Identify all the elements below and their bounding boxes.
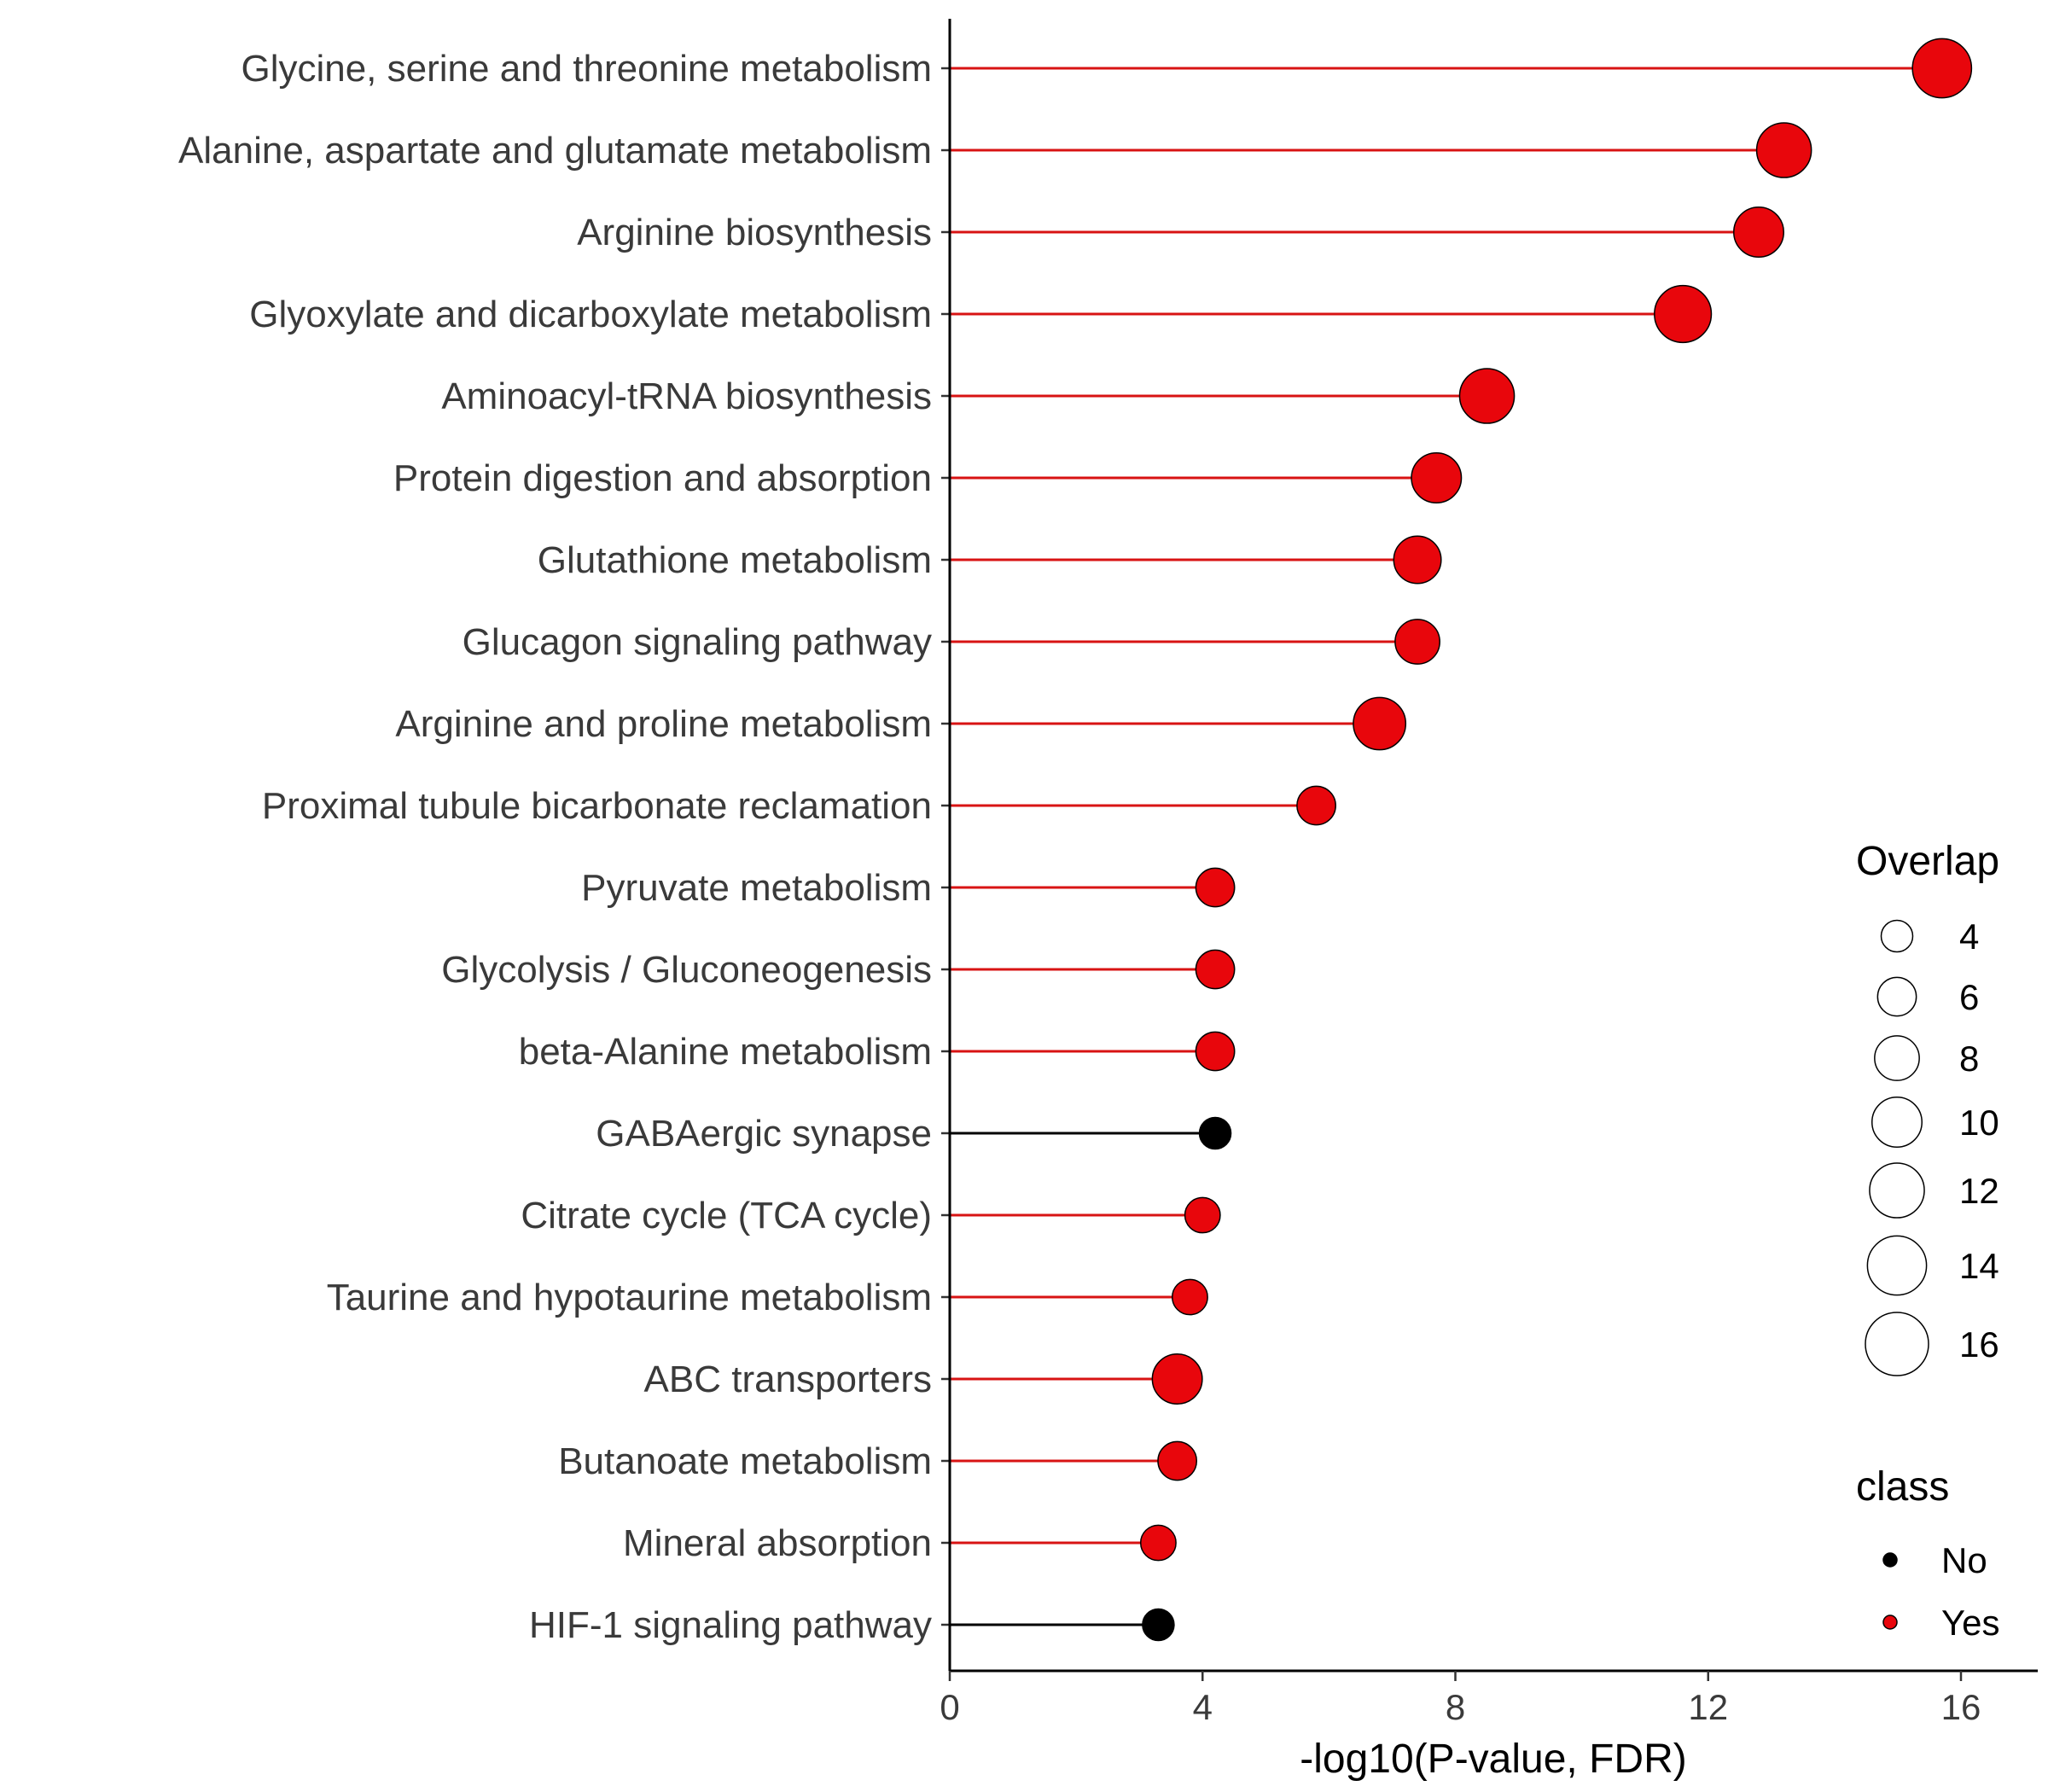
size-legend-label: 8 [1959, 1039, 1979, 1079]
category-label: Butanoate metabolism [558, 1440, 932, 1482]
data-point [1654, 284, 1713, 344]
category-labels: Glycine, serine and threonine metabolism… [178, 48, 950, 1646]
category-label: Pyruvate metabolism [581, 867, 932, 909]
x-axis-title: -log10(P-value, FDR) [1300, 1737, 1686, 1782]
segments-layer [950, 67, 1942, 1626]
data-point [1195, 1031, 1236, 1072]
data-point [1142, 1608, 1175, 1642]
data-point [1732, 206, 1785, 259]
x-tick-label: 12 [1688, 1687, 1728, 1727]
data-point [1172, 1278, 1208, 1316]
category-label: Arginine biosynthesis [577, 212, 932, 253]
category-label: Glutathione metabolism [538, 539, 932, 581]
category-label: Glyoxylate and dicarboxylate metabolism [249, 294, 932, 335]
class-legend-label: No [1941, 1540, 1987, 1580]
category-label: Citrate cycle (TCA cycle) [521, 1195, 932, 1236]
data-point [1157, 1440, 1198, 1481]
size-legend-key [1865, 1312, 1929, 1376]
class-legend-key [1882, 1552, 1898, 1568]
category-label: GABAergic synapse [596, 1113, 932, 1155]
data-point [1458, 368, 1516, 424]
data-point [1394, 619, 1440, 665]
data-point [1139, 1524, 1177, 1562]
size-legend-title: Overlap [1856, 839, 1999, 884]
x-axis-ticks: 0 4 8 12 16 [940, 1671, 1981, 1727]
size-legend-label: 12 [1959, 1171, 1999, 1211]
category-label: Protein digestion and absorption [393, 457, 932, 499]
size-legend-key [1880, 919, 1914, 953]
category-label: Taurine and hypotaurine metabolism [327, 1277, 932, 1318]
size-legend-key [1871, 1096, 1923, 1149]
size-legend-key [1869, 1162, 1925, 1219]
size-legend-label: 16 [1959, 1324, 1999, 1364]
category-label: Glycine, serine and threonine metabolism [241, 48, 932, 90]
category-label: Aminoacyl-tRNA biosynthesis [441, 375, 932, 417]
x-tick-label: 0 [940, 1687, 959, 1727]
size-legend-label: 14 [1959, 1246, 1999, 1286]
data-point [1151, 1353, 1203, 1405]
size-legend-label: 10 [1959, 1103, 1999, 1143]
x-tick-label: 4 [1193, 1687, 1213, 1727]
data-point [1755, 122, 1812, 178]
category-label: ABC transporters [644, 1359, 932, 1400]
size-legend-key [1866, 1235, 1928, 1296]
category-label: Alanine, aspartate and glutamate metabol… [178, 130, 932, 172]
data-point [1411, 451, 1463, 504]
size-legend-label: 6 [1959, 977, 1979, 1017]
data-point [1195, 867, 1236, 908]
data-point [1195, 949, 1236, 990]
category-label: Arginine and proline metabolism [395, 703, 932, 745]
category-label: Mineral absorption [623, 1522, 932, 1564]
size-legend-label: 4 [1959, 916, 1979, 957]
data-point [1198, 1116, 1232, 1150]
size-legend-key [1876, 976, 1917, 1017]
category-label: beta-Alanine metabolism [519, 1031, 932, 1073]
size-legend-key [1874, 1035, 1920, 1081]
data-point [1353, 696, 1407, 751]
x-tick-label: 8 [1446, 1687, 1465, 1727]
x-tick-label: 16 [1941, 1687, 1981, 1727]
class-legend-label: Yes [1941, 1603, 2000, 1643]
size-legend: 4 6 8 10 12 14 16 [1865, 916, 1999, 1376]
category-label: Glycolysis / Gluconeogenesis [441, 949, 932, 991]
category-label: HIF-1 signaling pathway [529, 1604, 932, 1646]
class-legend: No Yes [1882, 1540, 2000, 1643]
data-point [1393, 535, 1442, 585]
class-legend-title: class [1856, 1464, 1949, 1510]
class-legend-key [1882, 1615, 1898, 1630]
category-label: Glucagon signaling pathway [463, 621, 932, 663]
data-point [1296, 785, 1336, 826]
points-layer [1139, 38, 1973, 1642]
category-label: Proximal tubule bicarbonate reclamation [262, 785, 932, 827]
data-point [1911, 38, 1973, 99]
data-point [1184, 1196, 1221, 1234]
